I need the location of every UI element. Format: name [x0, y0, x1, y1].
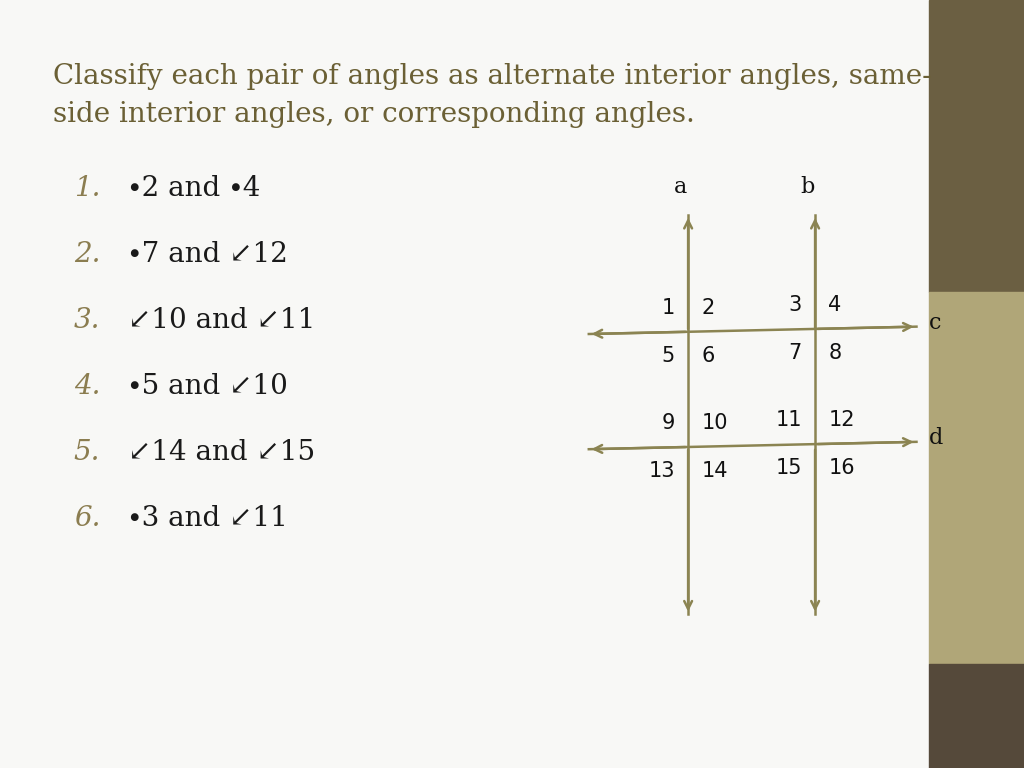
Text: 2.: 2. — [74, 241, 100, 268]
Text: 1: 1 — [662, 298, 675, 318]
Text: ↙14 and ↙15: ↙14 and ↙15 — [128, 439, 315, 466]
Text: 13: 13 — [648, 461, 675, 481]
Text: 8: 8 — [828, 343, 842, 362]
Text: ∙5 and ↙10: ∙5 and ↙10 — [128, 373, 288, 400]
Text: b: b — [801, 176, 815, 198]
Text: 14: 14 — [701, 461, 728, 481]
Text: a: a — [675, 176, 687, 198]
Text: 3: 3 — [788, 295, 802, 315]
Text: d: d — [929, 427, 943, 449]
Text: ∙3 and ↙11: ∙3 and ↙11 — [128, 505, 288, 532]
Text: 6: 6 — [701, 346, 715, 366]
Bar — [929, 664, 1024, 768]
Text: 11: 11 — [775, 410, 802, 430]
Text: 5.: 5. — [74, 439, 100, 466]
Text: 6.: 6. — [74, 505, 100, 532]
Text: 12: 12 — [828, 410, 855, 430]
Text: 7: 7 — [788, 343, 802, 362]
Text: Classify each pair of angles as alternate interior angles, same-: Classify each pair of angles as alternat… — [53, 63, 932, 90]
Text: side interior angles, or corresponding angles.: side interior angles, or corresponding a… — [53, 101, 695, 128]
Bar — [929, 0, 1024, 292]
Text: 16: 16 — [828, 458, 855, 478]
Text: ∙7 and ↙12: ∙7 and ↙12 — [128, 241, 288, 268]
Text: ∙2 and ∙4: ∙2 and ∙4 — [128, 175, 260, 202]
Bar — [929, 292, 1024, 664]
Text: 4.: 4. — [74, 373, 100, 400]
Text: c: c — [929, 312, 941, 334]
Text: 15: 15 — [775, 458, 802, 478]
Text: 5: 5 — [662, 346, 675, 366]
Text: 3.: 3. — [74, 307, 100, 334]
Text: 10: 10 — [701, 413, 728, 433]
Text: 1.: 1. — [74, 175, 100, 202]
Text: ↙10 and ↙11: ↙10 and ↙11 — [128, 307, 315, 334]
Text: 9: 9 — [662, 413, 675, 433]
Text: 2: 2 — [701, 298, 715, 318]
Text: 4: 4 — [828, 295, 842, 315]
